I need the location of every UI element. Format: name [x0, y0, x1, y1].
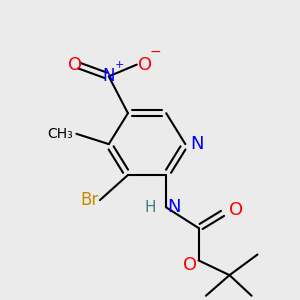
Text: N: N — [168, 198, 181, 216]
Text: O: O — [68, 56, 82, 74]
Text: CH₃: CH₃ — [48, 127, 74, 141]
Text: O: O — [183, 256, 197, 274]
Text: N: N — [190, 135, 204, 153]
Text: −: − — [149, 45, 161, 59]
Text: N: N — [103, 68, 115, 85]
Text: Br: Br — [80, 191, 98, 209]
Text: +: + — [115, 60, 124, 70]
Text: H: H — [144, 200, 156, 215]
Text: O: O — [138, 56, 152, 74]
Text: O: O — [230, 201, 244, 219]
